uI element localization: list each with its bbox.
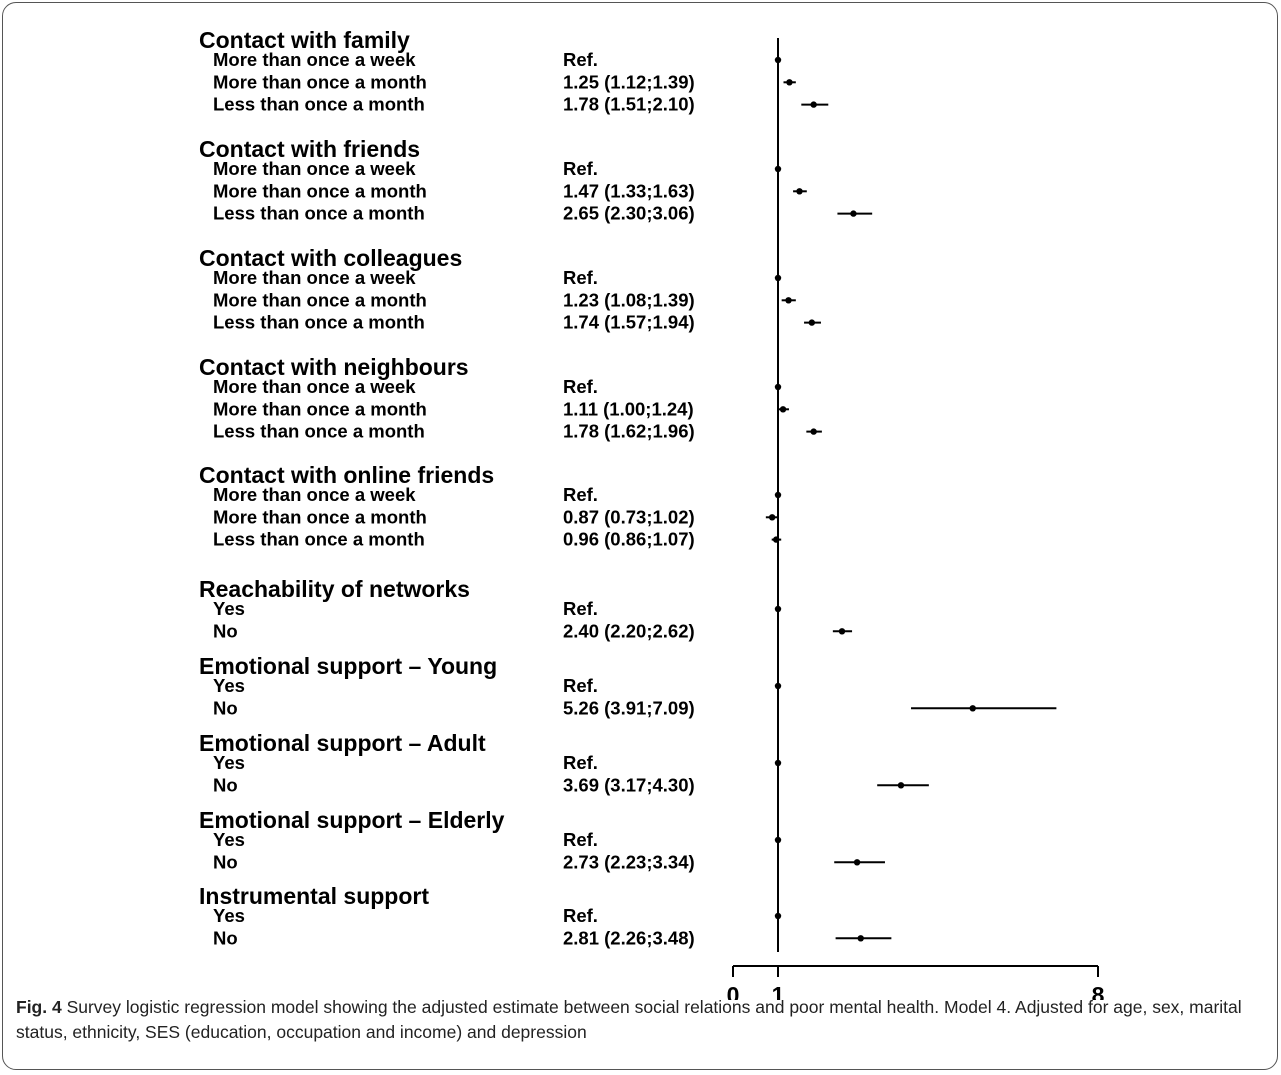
estimate-point bbox=[774, 682, 782, 690]
estimate-label: Ref. bbox=[563, 675, 598, 696]
group-title: Contact with neighbours bbox=[199, 354, 469, 380]
row-label: Less than once a month bbox=[213, 421, 425, 442]
group-title: Emotional support – Adult bbox=[199, 730, 486, 756]
estimate-label: 2.81 (2.26;3.48) bbox=[563, 927, 695, 948]
estimate-point bbox=[810, 428, 817, 435]
estimate-label: 1.11 (1.00;1.24) bbox=[563, 398, 694, 419]
row-label: More than once a month bbox=[213, 71, 427, 92]
estimate-label: 1.74 (1.57;1.94) bbox=[563, 312, 695, 333]
group-title: Contact with family bbox=[199, 27, 410, 53]
caption-text: Survey logistic regression model showing… bbox=[16, 997, 1242, 1042]
row-label: Less than once a month bbox=[213, 94, 425, 115]
row-label: More than once a week bbox=[213, 267, 416, 288]
estimate-label: Ref. bbox=[563, 267, 598, 288]
row-label: More than once a month bbox=[213, 398, 427, 419]
row-label: No bbox=[213, 851, 238, 872]
row-label: Yes bbox=[213, 905, 245, 926]
estimate-point bbox=[774, 165, 782, 173]
estimate-point bbox=[786, 79, 793, 86]
estimate-label: 2.65 (2.30;3.06) bbox=[563, 203, 695, 224]
estimate-point bbox=[773, 536, 780, 543]
row-label: Less than once a month bbox=[213, 529, 425, 550]
row-label: More than once a week bbox=[213, 484, 416, 505]
estimate-label: 0.87 (0.73;1.02) bbox=[563, 506, 695, 527]
estimate-point bbox=[774, 56, 782, 64]
row-label: Yes bbox=[213, 829, 245, 850]
estimate-point bbox=[857, 935, 864, 942]
x-tick-label: 0 bbox=[727, 982, 740, 1000]
row-label: No bbox=[213, 620, 238, 641]
estimate-point bbox=[774, 605, 782, 613]
caption-label: Fig. 4 bbox=[16, 997, 62, 1017]
x-tick-label: 8 bbox=[1092, 982, 1105, 1000]
estimate-label: 1.78 (1.62;1.96) bbox=[563, 421, 695, 442]
estimate-label: Ref. bbox=[563, 905, 598, 926]
row-label: No bbox=[213, 927, 238, 948]
row-label: More than once a week bbox=[213, 376, 416, 397]
group-title: Contact with friends bbox=[199, 136, 420, 162]
estimate-label: 1.78 (1.51;2.10) bbox=[563, 94, 695, 115]
row-label: Less than once a month bbox=[213, 312, 425, 333]
row-label: Yes bbox=[213, 598, 245, 619]
estimate-point bbox=[768, 514, 776, 521]
estimate-point bbox=[796, 188, 803, 195]
estimate-label: 1.47 (1.33;1.63) bbox=[563, 180, 695, 201]
row-label: Yes bbox=[213, 675, 245, 696]
group-title: Emotional support – Elderly bbox=[199, 807, 505, 833]
estimate-label: 0.96 (0.86;1.07) bbox=[563, 529, 695, 550]
row-label: More than once a week bbox=[213, 49, 416, 70]
estimate-point bbox=[774, 274, 782, 282]
group-title: Emotional support – Young bbox=[199, 653, 497, 679]
estimate-label: 3.69 (3.17;4.30) bbox=[563, 774, 695, 795]
estimate-point bbox=[969, 705, 976, 712]
row-label: More than once a month bbox=[213, 180, 427, 201]
estimate-label: Ref. bbox=[563, 484, 598, 505]
row-label: More than once a week bbox=[213, 158, 416, 179]
group-title: Instrumental support bbox=[199, 883, 429, 909]
estimate-point bbox=[853, 859, 861, 866]
figure-caption: Fig. 4 Survey logistic regression model … bbox=[16, 995, 1266, 1045]
x-tick-label: 1 bbox=[772, 982, 785, 1000]
estimate-label: 5.26 (3.91;7.09) bbox=[563, 697, 695, 718]
estimate-point bbox=[850, 210, 857, 217]
group-title: Reachability of networks bbox=[199, 576, 470, 602]
row-label: No bbox=[213, 697, 238, 718]
group-title: Contact with colleagues bbox=[199, 245, 462, 271]
estimate-label: Ref. bbox=[563, 376, 598, 397]
estimate-point bbox=[897, 782, 905, 789]
estimate-point bbox=[810, 101, 817, 108]
row-label: Yes bbox=[213, 752, 245, 773]
estimate-label: Ref. bbox=[563, 829, 598, 850]
estimate-label: 1.23 (1.08;1.39) bbox=[563, 289, 695, 310]
estimate-point bbox=[774, 836, 782, 844]
estimate-label: 2.40 (2.20;2.62) bbox=[563, 620, 695, 641]
estimate-label: Ref. bbox=[563, 49, 598, 70]
estimate-point bbox=[785, 297, 792, 304]
estimate-label: Ref. bbox=[563, 752, 598, 773]
estimate-label: 1.25 (1.12;1.39) bbox=[563, 71, 695, 92]
estimate-label: Ref. bbox=[563, 598, 598, 619]
estimate-point bbox=[774, 383, 782, 391]
estimate-point bbox=[779, 406, 787, 413]
row-label: More than once a month bbox=[213, 506, 427, 527]
estimate-point bbox=[774, 491, 782, 499]
estimate-point bbox=[774, 912, 782, 920]
estimate-point bbox=[774, 759, 782, 767]
group-title: Contact with online friends bbox=[199, 462, 494, 488]
row-label: More than once a month bbox=[213, 289, 427, 310]
estimate-label: 2.73 (2.23;3.34) bbox=[563, 851, 695, 872]
estimate-point bbox=[838, 628, 846, 635]
estimate-label: Ref. bbox=[563, 158, 598, 179]
row-label: Less than once a month bbox=[213, 203, 425, 224]
row-label: No bbox=[213, 774, 238, 795]
estimate-point bbox=[808, 319, 816, 326]
